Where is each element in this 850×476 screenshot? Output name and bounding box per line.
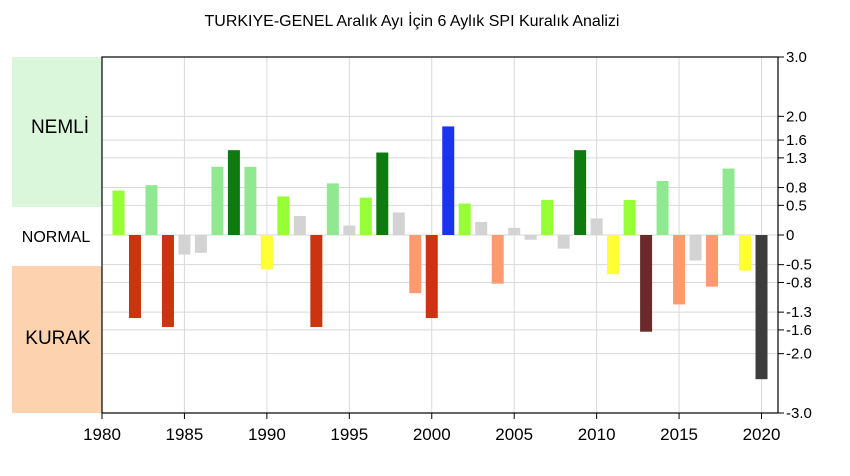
bar xyxy=(129,235,141,318)
x-tick-label: 2015 xyxy=(660,425,698,444)
bar xyxy=(178,235,190,255)
y-tick-label: -2.0 xyxy=(786,346,812,363)
bar xyxy=(640,235,652,332)
bar xyxy=(393,212,405,235)
bar xyxy=(723,169,735,235)
bar xyxy=(756,235,768,379)
bar xyxy=(459,204,471,235)
bar xyxy=(327,183,339,235)
y-tick-label: 0 xyxy=(786,227,794,244)
y-tick-label: -0.5 xyxy=(786,257,812,274)
x-tick-label: 2010 xyxy=(578,425,616,444)
bar xyxy=(442,126,454,235)
bar xyxy=(657,181,669,235)
x-tick-label: 1995 xyxy=(330,425,368,444)
y-tick-label: -3.0 xyxy=(786,405,812,422)
bar xyxy=(574,150,586,235)
bar xyxy=(343,226,355,235)
y-tick-labels: 3.0 2.0 1.61.3 0.80.5 0 -0.5-0.8 -1.3-1.6 -2.0 -… xyxy=(786,49,812,422)
x-tick-label: 2020 xyxy=(743,425,781,444)
bar xyxy=(624,200,636,235)
bar xyxy=(294,216,306,235)
bar xyxy=(145,185,157,235)
x-tick-label: 1980 xyxy=(83,425,121,444)
bar xyxy=(261,235,273,269)
bar xyxy=(211,167,223,235)
y-tick-label: -0.8 xyxy=(786,274,812,291)
bar xyxy=(607,235,619,274)
x-tick-label: 1990 xyxy=(248,425,286,444)
bar xyxy=(739,235,751,271)
x-tick-label: 1985 xyxy=(166,425,204,444)
bar xyxy=(195,235,207,253)
bar xyxy=(310,235,322,327)
bar xyxy=(591,218,603,235)
wet-zone-label: NEMLİ xyxy=(31,117,89,138)
bar xyxy=(558,235,570,249)
y-tick-label: 2.0 xyxy=(786,108,807,125)
bar xyxy=(112,191,124,236)
bar xyxy=(162,235,174,327)
bar xyxy=(244,167,256,235)
bar xyxy=(426,235,438,318)
bar xyxy=(376,153,388,235)
normal-zone-label: NORMAL xyxy=(22,229,91,246)
chart-title: TURKIYE-GENEL Aralık Ayı İçin 6 Aylık SP… xyxy=(205,11,620,30)
dry-zone-label: KURAK xyxy=(25,328,91,349)
bar xyxy=(508,228,520,235)
bar xyxy=(228,150,240,235)
bar xyxy=(706,235,718,287)
y-tick-label: -1.3 xyxy=(786,304,812,321)
bar xyxy=(525,235,537,240)
y-tick-label: 1.3 xyxy=(786,150,807,167)
bar xyxy=(277,196,289,235)
bar xyxy=(673,235,685,304)
bar xyxy=(690,235,702,261)
bar xyxy=(360,198,372,235)
bar xyxy=(409,235,421,293)
bar xyxy=(475,222,487,235)
y-tick-label: -1.6 xyxy=(786,322,812,339)
y-tick-label: 1.6 xyxy=(786,132,807,149)
y-tick-label: 0.5 xyxy=(786,197,807,214)
y-tick-label: 3.0 xyxy=(786,49,807,66)
bar xyxy=(492,235,504,284)
x-tick-labels: 1980 1985 1990 1995 2000 2005 2010 2015 2020 xyxy=(83,425,780,444)
x-tick-label: 2000 xyxy=(413,425,451,444)
bars xyxy=(112,126,767,379)
x-tick-label: 2005 xyxy=(495,425,533,444)
bar xyxy=(541,200,553,235)
y-tick-label: 0.8 xyxy=(786,180,807,197)
